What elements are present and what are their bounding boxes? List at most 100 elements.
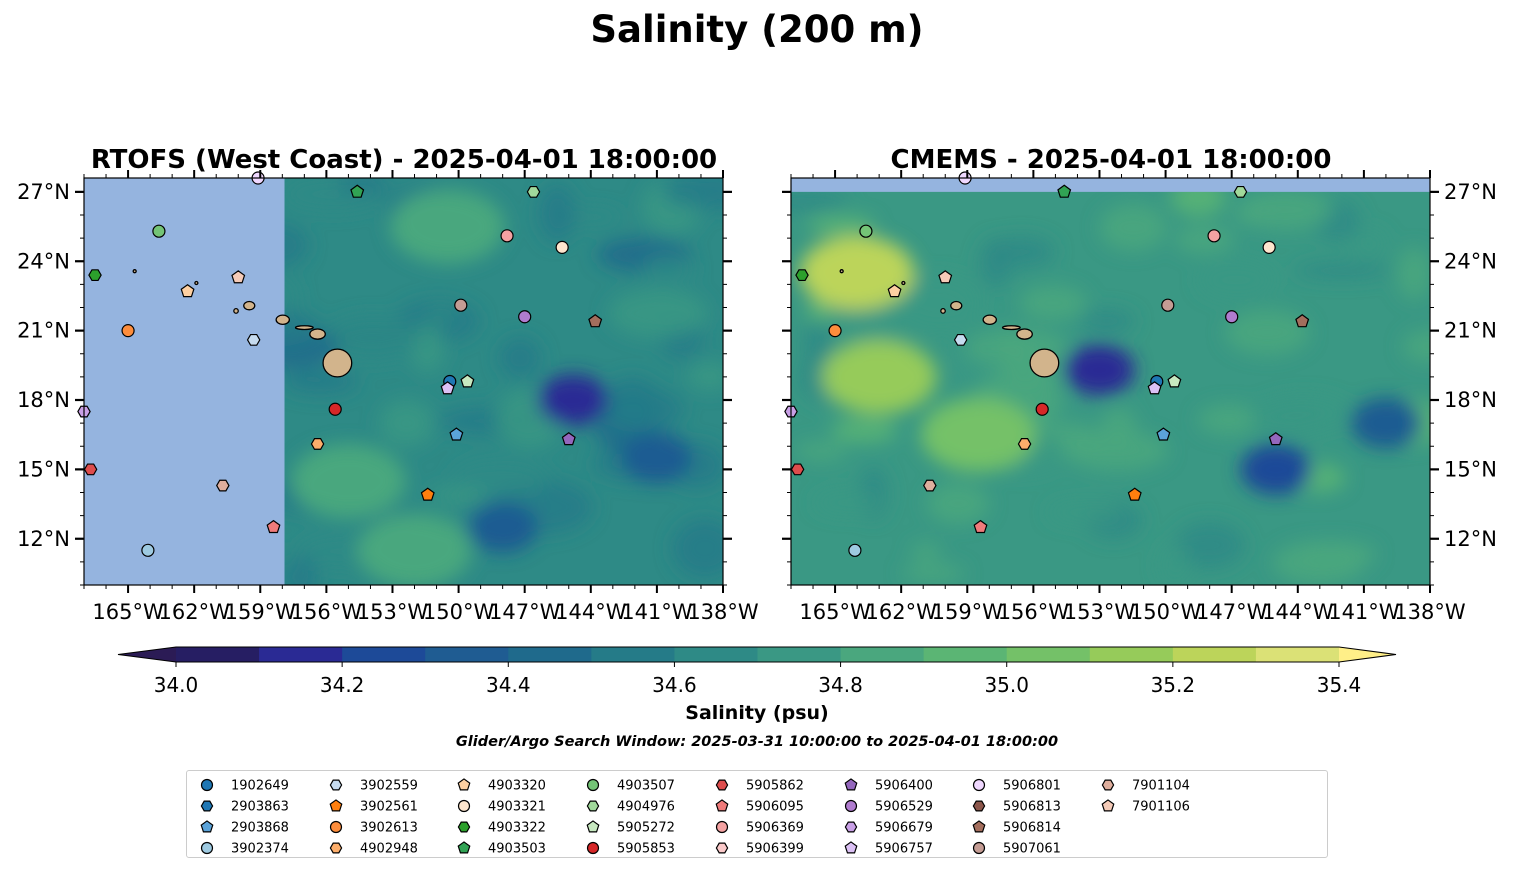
axes-border (790, 177, 1431, 586)
legend-marker-5906400 (844, 778, 858, 791)
salinity-eddy (1351, 229, 1387, 259)
legend-entry-5906813: 5906813 (972, 800, 1061, 815)
salinity-eddy (1159, 542, 1191, 585)
legend-label: 5906814 (1003, 821, 1061, 836)
legend-label: 5906529 (875, 800, 933, 815)
x-tick-label: 165°W (92, 600, 164, 624)
island-maui (1016, 328, 1033, 340)
legend-marker-3902559 (329, 779, 343, 791)
salinity-eddy (1225, 309, 1310, 356)
legend-label: 5905272 (617, 821, 675, 836)
salinity-eddies (791, 178, 1430, 585)
x-tick-label: 150°W (423, 600, 495, 624)
salinity-eddy (426, 304, 458, 325)
island-nihoa (194, 280, 199, 286)
legend-marker-4903503 (457, 841, 471, 854)
float-marker-4903503 (1057, 184, 1072, 198)
salinity-eddy (1174, 224, 1235, 255)
cmems-axes: 165°W162°W159°W156°W153°W150°W147°W144°W… (782, 170, 1497, 624)
legend-marker-4903507 (586, 778, 600, 792)
float-marker-4903507 (152, 224, 166, 238)
float-marker-2903868 (449, 427, 464, 441)
salinity-eddy (1197, 404, 1261, 436)
colorbar-tick-label: 35.0 (984, 673, 1029, 697)
legend-entry-5905862: 5905862 (715, 779, 804, 794)
colorbar-tick-label: 34.2 (320, 673, 365, 697)
legend-label: 4902948 (360, 842, 418, 857)
legend-entry-4903507: 4903507 (586, 778, 675, 794)
colorbar-tick-label: 34.8 (818, 673, 863, 697)
legend-marker-5905862 (715, 779, 729, 791)
y-tick-label: 12°N (1444, 527, 1497, 551)
y-tick-label: 21°N (1444, 319, 1497, 343)
legend-entry-1902649: 1902649 (200, 779, 289, 794)
x-tick-label: 156°W (291, 600, 363, 624)
colorbar-under-extension (118, 647, 176, 662)
legend-entry-3902559: 3902559 (329, 779, 418, 794)
salinity-eddy (284, 554, 319, 585)
colorbar-segment (508, 647, 592, 662)
y-tick-label: 24°N (17, 249, 70, 273)
float-marker-5906814 (1295, 314, 1310, 328)
legend-label: 3902561 (360, 800, 418, 815)
legend-entry-7901104: 7901104 (1101, 779, 1190, 794)
legend-label: 7901104 (1132, 779, 1190, 794)
float-marker-5905853 (1035, 402, 1049, 416)
legend-label: 3902613 (360, 821, 418, 836)
legend-marker-4903320 (457, 778, 471, 791)
fresh-patch (1240, 443, 1312, 495)
legend-label: 1902649 (231, 779, 289, 794)
legend-label: 2903863 (231, 800, 289, 815)
salinity-eddy (686, 361, 723, 391)
island-oahu (982, 314, 998, 326)
float-marker-5906757 (1147, 381, 1162, 395)
salinity-eddy (1402, 330, 1430, 363)
legend-entry-2903863: 2903863 (200, 800, 289, 815)
float-marker-5906400 (1268, 431, 1283, 446)
legend-entry-4903320: 4903320 (457, 778, 546, 794)
rtofs-axes: 165°W162°W159°W156°W153°W150°W147°W144°W… (17, 170, 759, 624)
search-window-note: Glider/Argo Search Window: 2025-03-31 10… (456, 734, 1058, 750)
island-maui (309, 328, 326, 340)
x-tick-label: 159°W (225, 600, 297, 624)
salty-patch (390, 189, 505, 264)
cmems-panel-title: CMEMS - 2025-04-01 18:00:00 (891, 145, 1332, 175)
legend-entry-4902948: 4902948 (329, 842, 418, 857)
island-hawaii (322, 348, 353, 378)
y-tick-label: 27°N (1444, 180, 1497, 204)
colorbar: 34.0 34.2 34.4 34.6 34.8 35.0 35.2 35.4 (117, 646, 1397, 697)
salinity-eddy (662, 178, 723, 210)
salty-patch (921, 397, 1036, 472)
x-tick-label: 150°W (1130, 600, 1202, 624)
cmems-panel: CMEMS - 2025-04-01 18:00:00 165°W162°W15… (782, 145, 1497, 624)
float-marker-3902374 (848, 543, 862, 557)
colorbar-segment (757, 647, 842, 662)
float-marker-3902374 (141, 543, 155, 557)
salinity-eddy (926, 482, 990, 525)
legend-entry-5906095: 5906095 (715, 799, 804, 815)
fresh-patch (621, 432, 693, 484)
x-tick-label: 138°W (687, 600, 759, 624)
legend-entry-3902613: 3902613 (329, 821, 418, 836)
y-tick-label: 18°N (1444, 388, 1497, 412)
float-marker-4903320 (887, 283, 902, 298)
float-marker-5906529 (1225, 310, 1239, 324)
colorbar-segment (923, 647, 1008, 662)
fresh-patch (537, 374, 609, 426)
salinity-eddy (1019, 285, 1087, 321)
island-hawaii (1029, 348, 1060, 378)
legend-entry-5906529: 5906529 (844, 800, 933, 815)
island-oahu (275, 314, 291, 326)
legend-entry-5906679: 5906679 (844, 821, 933, 836)
legend-entry-5907061: 5907061 (972, 842, 1061, 857)
float-marker-5906529 (518, 310, 532, 324)
x-tick-label: 159°W (932, 600, 1004, 624)
float-marker-2903868 (1156, 427, 1171, 441)
legend-entry-3902561: 3902561 (329, 799, 418, 815)
island-necker (839, 269, 844, 274)
legend-label: 5906801 (1003, 779, 1061, 794)
rtofs-islands (132, 269, 353, 378)
float-marker-5905862 (790, 463, 805, 476)
colorbar-segment (1006, 647, 1091, 662)
colorbar-segment (1255, 647, 1340, 662)
